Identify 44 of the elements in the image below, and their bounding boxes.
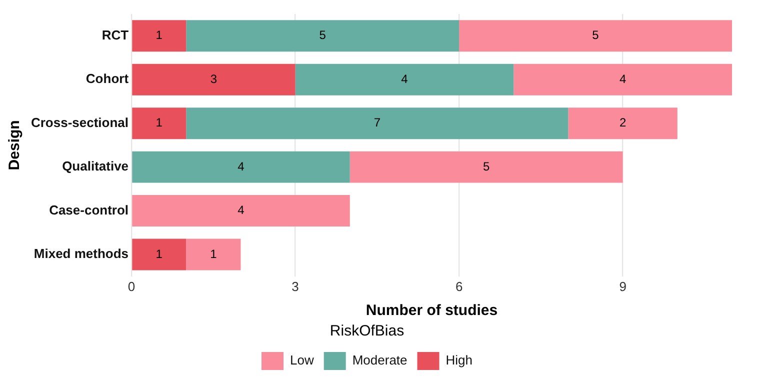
data-label: 1 (156, 116, 163, 130)
data-label: 3 (210, 72, 218, 86)
bar (295, 64, 514, 96)
bar (350, 151, 623, 183)
bar (459, 20, 732, 52)
data-label: 7 (374, 116, 381, 130)
y-axis-title: Design (6, 120, 24, 170)
bar (132, 195, 350, 227)
data-label: 4 (238, 203, 245, 218)
legend-label: Low (290, 352, 314, 368)
data-label: 1 (156, 28, 163, 42)
data-label: 1 (210, 246, 218, 261)
x-tick-label: 6 (455, 278, 463, 294)
y-tick-label: RCT (102, 27, 129, 42)
data-label: 5 (483, 159, 490, 174)
x-tick-label: 9 (619, 278, 626, 294)
data-label: 2 (619, 116, 626, 130)
legend-label: High (446, 352, 473, 368)
bar (186, 20, 460, 52)
bar (132, 64, 296, 96)
bar (132, 108, 186, 140)
bar (186, 238, 241, 270)
data-label: 5 (592, 28, 600, 42)
y-tick-label: Cohort (86, 71, 130, 86)
bar (568, 108, 678, 140)
bar (186, 108, 568, 140)
y-tick-label: Mixed methods (34, 246, 129, 262)
x-tick-label: 0 (128, 278, 136, 294)
y-tick-label: Qualitative (62, 158, 129, 174)
data-label: 5 (319, 28, 326, 42)
legend-title: RiskOfBias (330, 322, 404, 340)
data-label: 4 (619, 72, 626, 86)
data-label: 1 (156, 246, 163, 261)
y-tick-label: Case-control (49, 202, 129, 218)
bar (514, 64, 732, 96)
legend-label: Moderate (352, 352, 408, 368)
x-axis-title: Number of studies (366, 302, 498, 320)
data-label: 4 (238, 159, 245, 174)
bar (132, 238, 186, 270)
bar (132, 20, 186, 52)
data-label: 4 (401, 72, 408, 86)
bar (132, 151, 350, 183)
x-tick-label: 3 (292, 278, 299, 294)
y-tick-label: Cross-sectional (30, 114, 129, 130)
